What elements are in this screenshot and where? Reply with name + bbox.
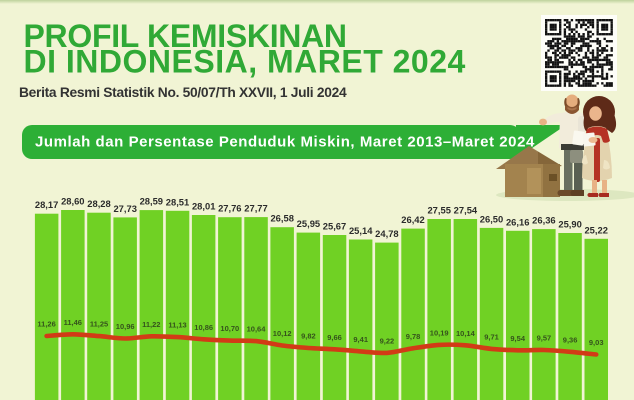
svg-text:11,22: 11,22 [142,320,160,329]
svg-text:24,78: 24,78 [375,228,398,239]
svg-text:PROFIL KEMISKINAN: PROFIL KEMISKINAN [24,18,347,54]
svg-text:26,58: 26,58 [270,213,293,224]
svg-text:26,16: 26,16 [506,216,529,227]
svg-text:25,95: 25,95 [297,218,320,229]
svg-text:25,90: 25,90 [558,219,581,230]
svg-text:9,54: 9,54 [510,334,525,343]
svg-text:9,57: 9,57 [537,334,552,343]
svg-text:9,03: 9,03 [589,338,604,347]
svg-text:11,13: 11,13 [168,321,186,330]
svg-text:28,51: 28,51 [166,196,189,207]
svg-text:10,64: 10,64 [247,325,267,334]
svg-text:9,66: 9,66 [327,333,342,342]
svg-text:27,73: 27,73 [113,203,136,214]
svg-text:27,54: 27,54 [454,205,478,216]
svg-text:11,26: 11,26 [37,320,55,329]
svg-text:DI INDONESIA, MARET 2024: DI INDONESIA, MARET 2024 [24,44,466,80]
svg-text:28,60: 28,60 [61,196,84,207]
svg-text:10,86: 10,86 [194,323,213,332]
svg-text:11,25: 11,25 [90,320,108,329]
svg-text:10,70: 10,70 [220,324,239,333]
svg-text:26,42: 26,42 [401,214,424,225]
svg-text:10,19: 10,19 [430,328,449,337]
svg-text:27,77: 27,77 [244,203,267,214]
svg-text:25,22: 25,22 [584,224,607,235]
svg-text:10,14: 10,14 [456,329,476,338]
svg-text:9,22: 9,22 [380,336,395,345]
svg-text:26,36: 26,36 [532,215,555,226]
svg-text:25,67: 25,67 [323,221,346,232]
svg-text:9,41: 9,41 [353,335,368,344]
svg-text:9,78: 9,78 [406,332,421,341]
svg-text:28,17: 28,17 [35,199,58,210]
svg-text:28,28: 28,28 [87,198,110,209]
svg-text:9,82: 9,82 [301,332,316,341]
svg-text:10,96: 10,96 [116,322,135,331]
svg-text:25,14: 25,14 [349,225,373,236]
svg-text:28,01: 28,01 [192,201,215,212]
svg-text:11,46: 11,46 [64,318,82,327]
svg-text:Berita Resmi Statistik No. 50/: Berita Resmi Statistik No. 50/07/Th XXVI… [19,85,347,100]
svg-text:10,12: 10,12 [273,329,292,338]
svg-text:9,36: 9,36 [563,335,578,344]
svg-text:28,59: 28,59 [140,196,163,207]
svg-text:Jumlah dan Persentase Penduduk: Jumlah dan Persentase Penduduk Miskin, M… [35,134,535,151]
svg-text:9,71: 9,71 [484,332,499,341]
svg-text:26,50: 26,50 [480,213,503,224]
svg-text:27,76: 27,76 [218,203,241,214]
svg-text:27,55: 27,55 [427,205,450,216]
